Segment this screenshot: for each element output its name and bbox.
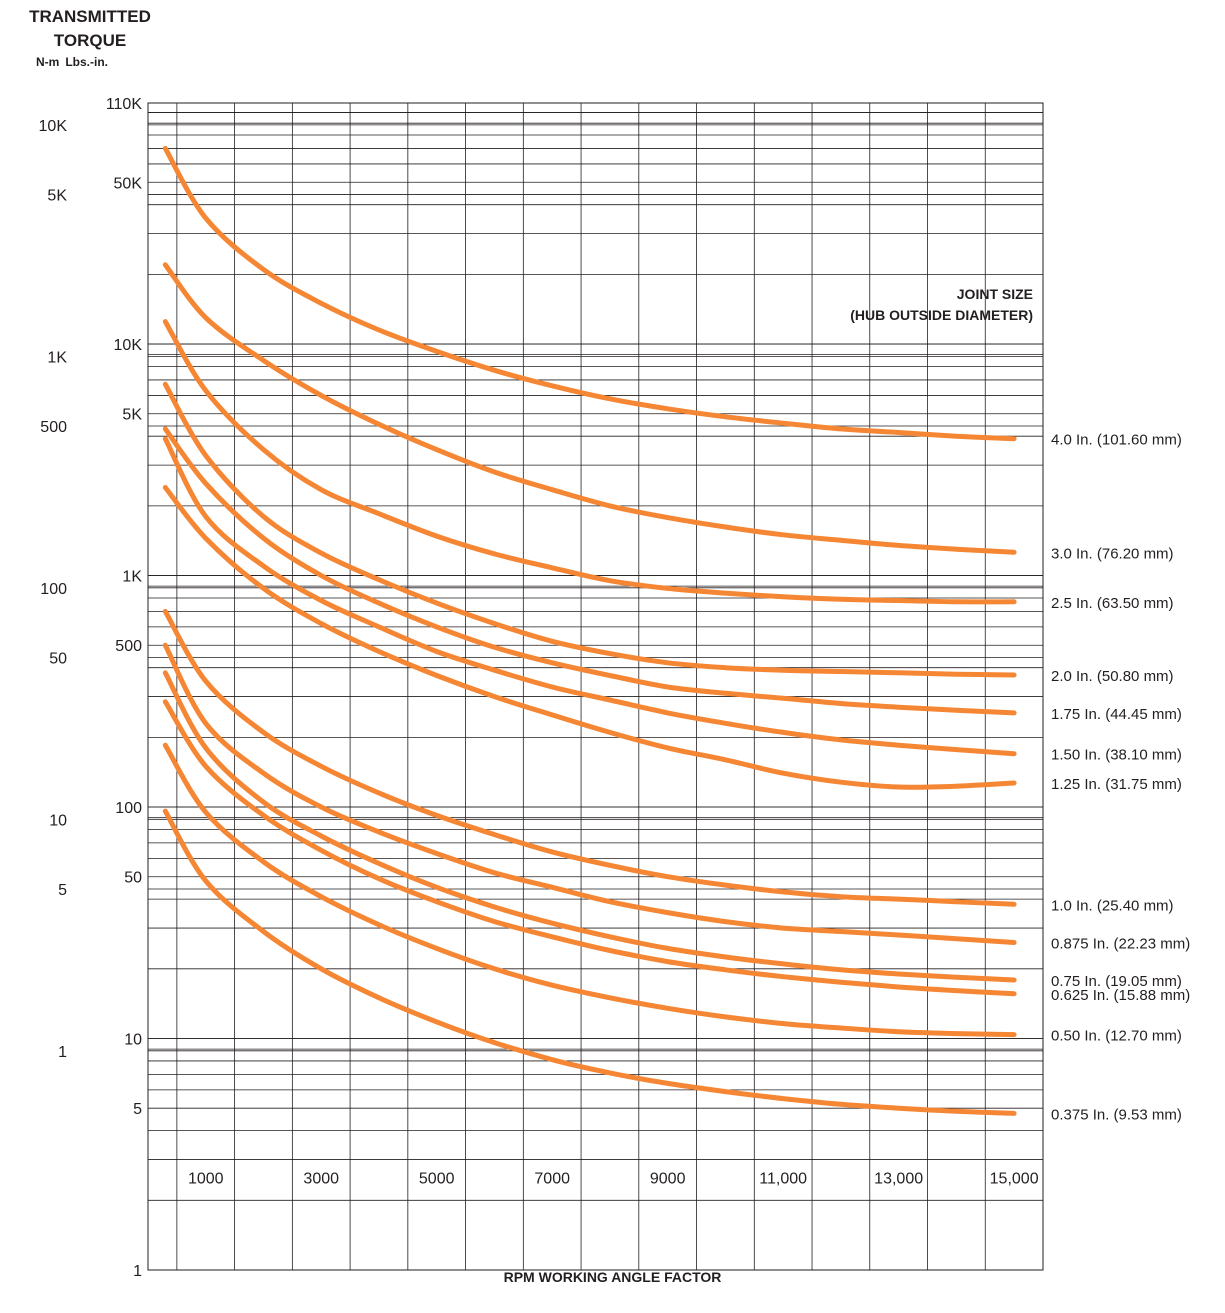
- series-curve-7: [162, 608, 1017, 907]
- series-curve-11: [162, 742, 1017, 1038]
- x-tick-label: 11,000: [759, 1170, 807, 1187]
- series-curve-4: [162, 426, 1017, 716]
- y-tick-label-lbs-in: 110K: [106, 96, 143, 113]
- x-tick-label: 5000: [419, 1170, 455, 1187]
- y-tick-label-n-m: 5K: [47, 188, 67, 205]
- unit-n-m: N-m: [36, 55, 60, 69]
- series-label-9: 0.75 In. (19.05 mm): [1051, 973, 1182, 990]
- y-tick-label-lbs-in: 5K: [122, 407, 142, 424]
- x-axis-title: RPM WORKING ANGLE FACTOR: [503, 1269, 722, 1285]
- x-tick-label: 15,000: [990, 1170, 1039, 1187]
- series-label-8: 0.875 In. (22.23 mm): [1051, 935, 1190, 952]
- y-tick-label-lbs-in: 100: [115, 800, 142, 817]
- y-tick-label-lbs-in: 10: [124, 1032, 142, 1049]
- x-tick-label: 7000: [534, 1170, 570, 1187]
- legend-title-line2: (HUB OUTSIDE DIAMETER): [850, 307, 1033, 323]
- series-label-10: 0.625 In. (15.88 mm): [1051, 987, 1190, 1004]
- series-curve-12: [162, 808, 1017, 1116]
- y-tick-label-n-m: 5: [58, 882, 67, 899]
- legend-title-line1: JOINT SIZE: [956, 286, 1033, 302]
- series-label-6: 1.25 In. (31.75 mm): [1051, 776, 1182, 793]
- y-tick-label-n-m: 1K: [47, 349, 67, 366]
- series-curve-8: [162, 642, 1017, 945]
- x-tick-label: 3000: [303, 1170, 339, 1187]
- y-tick-label-lbs-in: 1: [133, 1263, 142, 1280]
- y-tick-label-n-m: 50: [49, 651, 67, 668]
- series-curve-6: [162, 485, 1017, 790]
- y-tick-label-lbs-in: 5: [133, 1101, 142, 1118]
- series-curve-5: [162, 436, 1017, 757]
- series-label-2: 2.5 In. (63.50 mm): [1051, 595, 1174, 612]
- y-tick-label-n-m: 10: [49, 812, 67, 829]
- plot-frame: [147, 102, 1044, 1271]
- series-curve-0: [162, 145, 1017, 442]
- x-tick-label: 13,000: [874, 1170, 923, 1187]
- series-label-4: 1.75 In. (44.45 mm): [1051, 706, 1182, 723]
- series-curve-1: [162, 262, 1017, 555]
- y-tick-label-lbs-in: 50: [124, 870, 142, 887]
- series-label-3: 2.0 In. (50.80 mm): [1051, 668, 1174, 685]
- y-tick-label-lbs-in: 50K: [114, 175, 143, 192]
- y-tick-label-n-m: 100: [40, 581, 67, 598]
- series-curve-10: [162, 699, 1017, 997]
- y-axis-units: N-m Lbs.-in.: [36, 54, 114, 70]
- series-label-12: 0.375 In. (9.53 mm): [1051, 1106, 1182, 1123]
- series-label-0: 4.0 In. (101.60 mm): [1051, 432, 1182, 449]
- series-curve-3: [162, 381, 1017, 678]
- y-tick-label-n-m: 10K: [39, 118, 68, 135]
- series-label-7: 1.0 In. (25.40 mm): [1051, 897, 1174, 914]
- y-tick-label-lbs-in: 500: [115, 638, 142, 655]
- unit-lbs-in: Lbs.-in.: [65, 55, 109, 69]
- y-tick-label-n-m: 1: [58, 1044, 67, 1061]
- series-label-11: 0.50 In. (12.70 mm): [1051, 1028, 1182, 1045]
- x-tick-label: 1000: [188, 1170, 224, 1187]
- series-label-1: 3.0 In. (76.20 mm): [1051, 545, 1174, 562]
- chart-title-line1: TRANSMITTED: [29, 7, 151, 26]
- series-curve-2: [162, 319, 1017, 605]
- y-tick-label-lbs-in: 1K: [122, 569, 142, 586]
- chart-title-line2: TORQUE: [53, 31, 127, 50]
- series-curve-9: [162, 670, 1017, 983]
- y-tick-label-n-m: 500: [40, 419, 67, 436]
- y-tick-label-lbs-in: 10K: [114, 337, 143, 354]
- series-label-5: 1.50 In. (38.10 mm): [1051, 747, 1182, 764]
- x-tick-label: 9000: [650, 1170, 686, 1187]
